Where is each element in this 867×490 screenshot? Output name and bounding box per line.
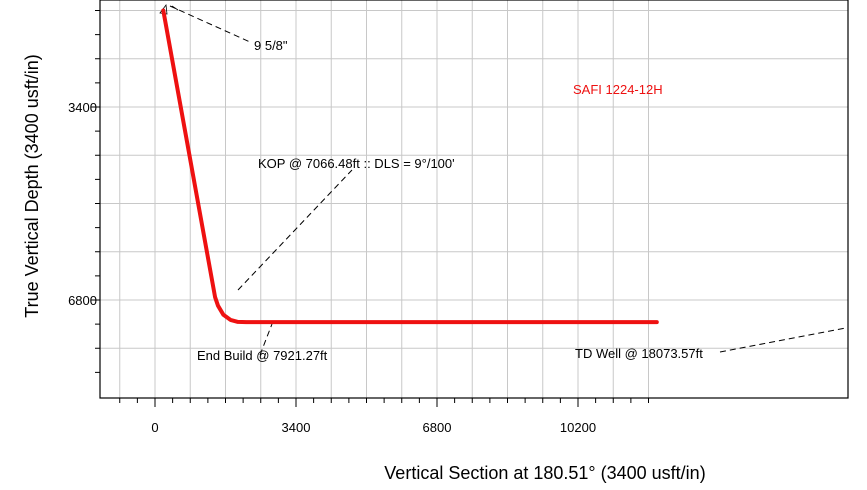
axes bbox=[99, 0, 849, 399]
annotation-kop: KOP @ 7066.48ft :: DLS = 9°/100' bbox=[258, 156, 455, 171]
y-tick-label: 3400 bbox=[68, 100, 97, 115]
x-tick-label: 6800 bbox=[423, 420, 452, 435]
y-axis-title: True Vertical Depth (3400 usft/in) bbox=[22, 54, 42, 317]
series-label-safi-1224-12h: SAFI 1224-12H bbox=[573, 82, 663, 97]
grid-lines bbox=[100, 0, 848, 398]
x-tick-label: 3400 bbox=[282, 420, 311, 435]
annotation-leaders bbox=[169, 5, 847, 356]
y-tick-label: 6800 bbox=[68, 293, 97, 308]
annotation-casing: 9 5/8" bbox=[254, 38, 288, 53]
y-axis-ticks: 3400 6800 bbox=[68, 10, 100, 373]
x-axis-title: Vertical Section at 180.51° (3400 usft/i… bbox=[384, 463, 705, 483]
annotation-td: TD Well @ 18073.57ft bbox=[575, 346, 703, 361]
plot-frame bbox=[99, 0, 849, 399]
annotation-end-build: End Build @ 7921.27ft bbox=[197, 348, 328, 363]
leader-td bbox=[719, 327, 847, 353]
series-line-safi-1224-12h bbox=[161, 8, 659, 325]
leader-end-build bbox=[259, 323, 273, 356]
leader-casing bbox=[169, 5, 251, 43]
leader-kop bbox=[237, 169, 353, 291]
x-axis-ticks: 0 3400 6800 10200 bbox=[119, 398, 649, 435]
x-tick-label: 10200 bbox=[560, 420, 596, 435]
x-tick-label: 0 bbox=[151, 420, 158, 435]
